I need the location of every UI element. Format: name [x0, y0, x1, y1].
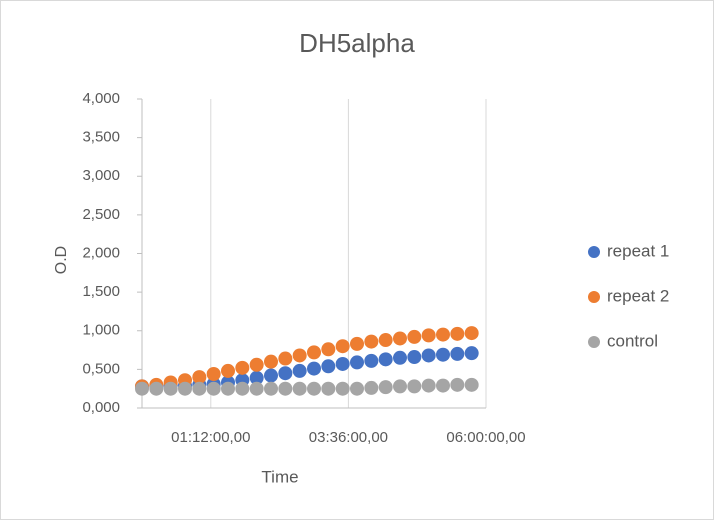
legend-marker — [588, 246, 600, 258]
data-point — [421, 378, 436, 393]
data-point — [206, 381, 221, 396]
data-point — [149, 381, 164, 396]
data-point — [235, 360, 250, 375]
data-point — [235, 381, 250, 396]
data-point — [221, 363, 235, 378]
data-point — [364, 334, 379, 349]
data-point — [378, 333, 393, 348]
data-point — [292, 381, 307, 396]
data-point — [464, 326, 479, 341]
data-point — [278, 366, 293, 381]
data-point — [249, 357, 264, 372]
legend-label: repeat 2 — [607, 286, 669, 305]
data-point — [450, 326, 465, 341]
data-point — [378, 352, 393, 367]
data-point — [178, 381, 192, 396]
y-axis-label: O.D — [53, 246, 70, 274]
data-point — [364, 380, 379, 395]
data-point — [350, 381, 364, 396]
data-point — [192, 381, 207, 396]
data-point — [393, 379, 407, 394]
legend-marker — [588, 336, 600, 348]
x-tick-label: 01:12:00,00 — [171, 429, 250, 446]
data-point — [407, 350, 422, 365]
data-point — [307, 361, 321, 376]
data-point — [350, 355, 364, 370]
data-point — [335, 381, 350, 396]
y-tick-label: 0,000 — [82, 399, 120, 416]
data-point — [206, 367, 221, 382]
data-point — [421, 348, 436, 363]
data-point — [307, 345, 321, 360]
data-point — [436, 347, 450, 362]
data-point — [221, 381, 235, 396]
data-point — [307, 381, 321, 396]
data-point — [378, 380, 393, 395]
data-point — [335, 356, 350, 371]
data-point — [321, 381, 336, 396]
y-tick-label: 4,000 — [82, 90, 120, 107]
data-point — [436, 327, 450, 342]
data-point — [450, 346, 465, 361]
legend-label: control — [607, 331, 658, 350]
data-point — [292, 363, 307, 378]
data-point — [278, 351, 293, 366]
data-point — [321, 342, 336, 357]
data-point — [407, 329, 422, 344]
legend-label: repeat 1 — [607, 241, 669, 260]
data-point — [407, 379, 422, 394]
y-tick-label: 0,500 — [82, 360, 120, 377]
x-tick-label: 03:36:00,00 — [309, 429, 388, 446]
data-point — [321, 359, 336, 374]
data-point — [436, 378, 450, 393]
chart-title: DH5alpha — [299, 28, 415, 58]
data-point — [450, 377, 465, 392]
data-point — [278, 381, 293, 396]
y-tick-label: 2,500 — [82, 206, 120, 223]
data-point — [393, 350, 407, 365]
data-point — [264, 381, 278, 396]
data-point — [364, 353, 379, 368]
data-point — [292, 348, 307, 363]
data-point — [350, 336, 364, 351]
y-tick-label: 1,000 — [82, 322, 120, 339]
legend-marker — [588, 291, 600, 303]
x-tick-label: 06:00:00,00 — [446, 429, 525, 446]
y-tick-label: 3,000 — [82, 167, 120, 184]
data-point — [163, 381, 178, 396]
data-point — [264, 368, 278, 383]
data-point — [393, 331, 407, 346]
data-point — [192, 370, 207, 385]
data-point — [249, 370, 264, 385]
y-tick-label: 3,500 — [82, 129, 120, 146]
data-point — [264, 354, 278, 369]
data-point — [421, 328, 436, 343]
data-point — [464, 346, 479, 361]
data-point — [135, 381, 149, 396]
data-point — [464, 377, 479, 392]
data-point — [249, 381, 264, 396]
y-tick-label: 2,000 — [82, 244, 120, 261]
data-point — [335, 339, 350, 354]
x-axis-label: Time — [261, 467, 298, 486]
y-tick-label: 1,500 — [82, 283, 120, 300]
